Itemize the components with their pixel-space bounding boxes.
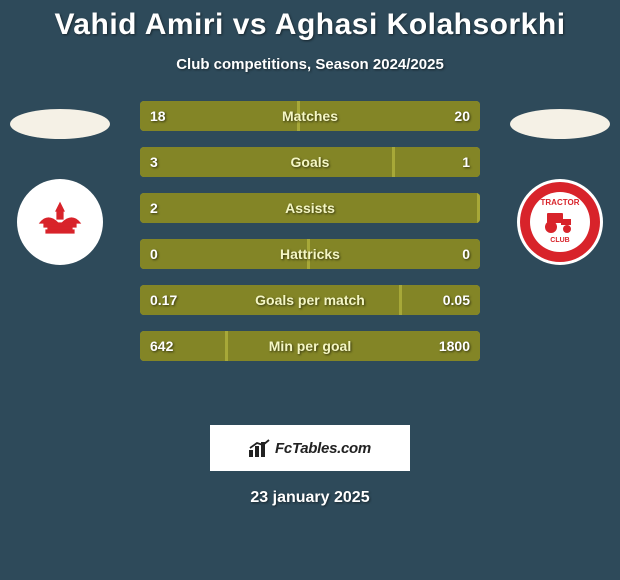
brand-chart-icon — [249, 439, 271, 457]
brand-text: FcTables.com — [275, 440, 371, 457]
metric-name: Assists — [140, 193, 480, 223]
metric-row: 00Hattricks — [140, 239, 480, 269]
metric-row: 6421800Min per goal — [140, 331, 480, 361]
persepolis-icon — [30, 197, 90, 247]
left-player-column — [0, 101, 120, 265]
right-flag-icon — [510, 109, 610, 139]
comparison-card: Vahid Amiri vs Aghasi Kolahsorkhi Club c… — [0, 0, 620, 580]
metric-row: 0.170.05Goals per match — [140, 285, 480, 315]
left-flag-icon — [10, 109, 110, 139]
right-player-column: TRACTOR CLUB — [500, 101, 620, 265]
tractor-icon: TRACTOR CLUB — [517, 179, 603, 265]
right-club-logo: TRACTOR CLUB — [517, 179, 603, 265]
metric-row: 31Goals — [140, 147, 480, 177]
svg-text:TRACTOR: TRACTOR — [541, 198, 580, 207]
date-text: 23 january 2025 — [0, 489, 620, 507]
metric-row: 2Assists — [140, 193, 480, 223]
page-title: Vahid Amiri vs Aghasi Kolahsorkhi — [0, 8, 620, 42]
metric-name: Goals — [140, 147, 480, 177]
metric-name: Hattricks — [140, 239, 480, 269]
metrics-bars: 1820Matches 31Goals 2Assists 00Hattricks 0.1… — [140, 101, 480, 361]
metric-row: 1820Matches — [140, 101, 480, 131]
svg-text:CLUB: CLUB — [550, 237, 569, 244]
metric-name: Goals per match — [140, 285, 480, 315]
metric-name: Min per goal — [140, 331, 480, 361]
subtitle: Club competitions, Season 2024/2025 — [0, 56, 620, 73]
brand-badge: FcTables.com — [210, 425, 410, 471]
left-club-logo — [17, 179, 103, 265]
metric-name: Matches — [140, 101, 480, 131]
content-area: TRACTOR CLUB 1820Matches 31Goals 2Assists 0… — [0, 101, 620, 401]
